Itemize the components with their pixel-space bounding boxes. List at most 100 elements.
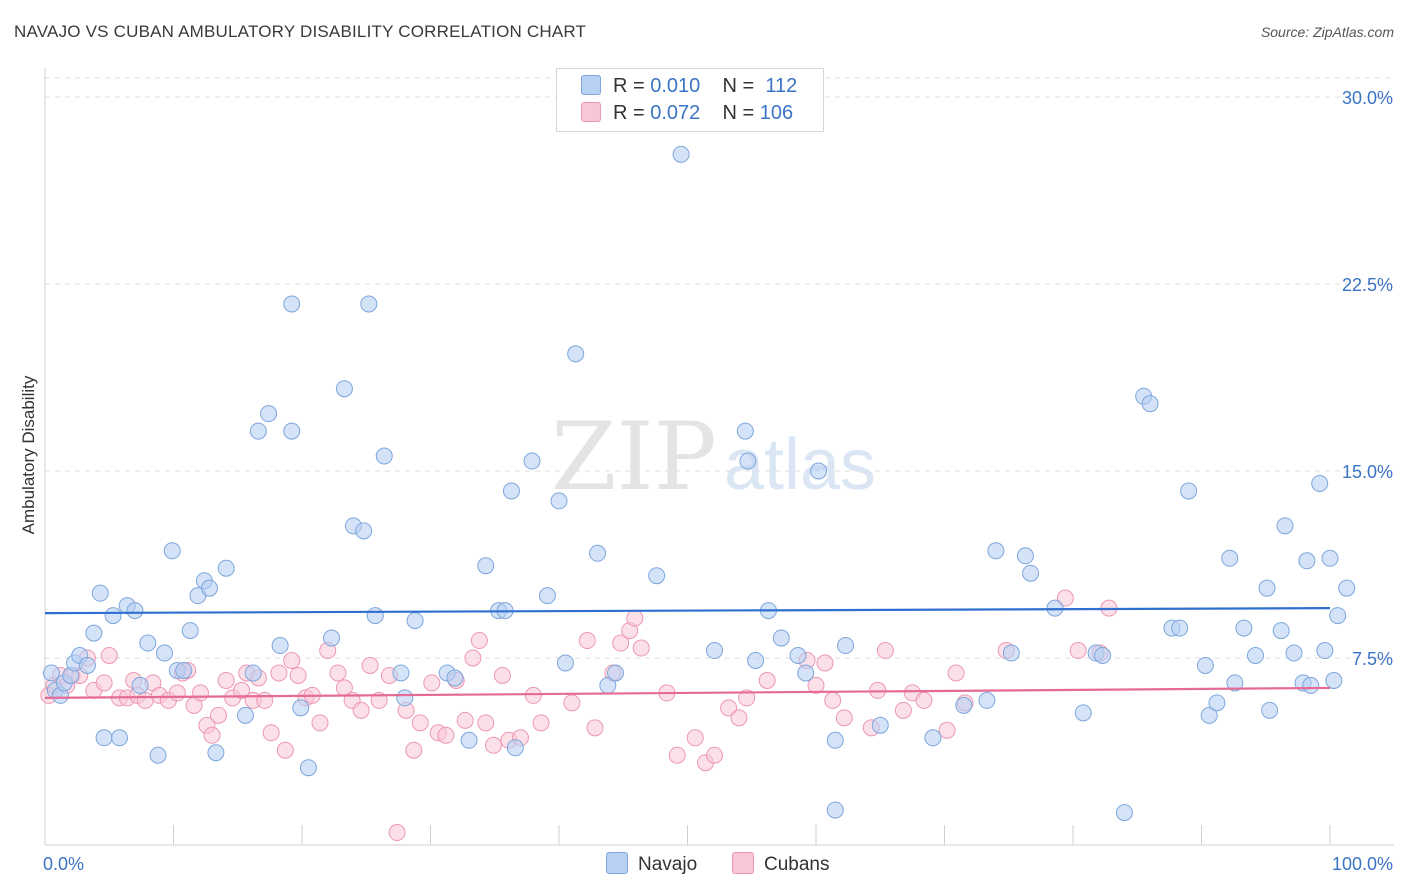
cubans-point — [411, 714, 429, 732]
navajo-point — [1141, 395, 1159, 413]
cubans-point — [524, 686, 542, 704]
trend-lines — [44, 607, 1331, 699]
cubans-point — [668, 746, 686, 764]
cubans-point — [233, 681, 251, 699]
navajo-point — [85, 624, 103, 642]
navajo-point — [323, 629, 341, 647]
navajo-point — [506, 739, 524, 757]
navajo-point — [672, 145, 690, 163]
cubans-point — [532, 714, 550, 732]
navajo-point — [1094, 647, 1112, 665]
navajo-point — [705, 642, 723, 660]
cubans-point — [456, 711, 474, 729]
x-tick-label-start: 0.0% — [43, 854, 84, 874]
y-tick-labels: 7.5% 15.0% 22.5% 30.0% — [1342, 88, 1393, 669]
navajo-point — [366, 607, 384, 625]
cubans-point — [626, 609, 644, 627]
cubans-point — [484, 736, 502, 754]
y-axis-label: Ambulatory Disability — [19, 375, 38, 534]
cubans-n-value: 106 — [759, 102, 794, 124]
cubans-point — [423, 674, 441, 692]
navajo-point — [1261, 701, 1279, 719]
cubans-point — [437, 726, 455, 744]
cubans-point — [352, 701, 370, 719]
cubans-point — [256, 691, 274, 709]
cubans-point — [464, 649, 482, 667]
cubans-point — [807, 676, 825, 694]
navajo-point — [826, 731, 844, 749]
navajo-point — [200, 579, 218, 597]
cubans-point — [168, 684, 186, 702]
cubans-point — [738, 689, 756, 707]
navajo-trend-line — [44, 607, 1331, 615]
navajo-point — [111, 729, 129, 747]
navajo-point — [1208, 694, 1226, 712]
navajo-point — [78, 656, 96, 674]
navajo-point — [91, 584, 109, 602]
source-label: Source: ZipAtlas.com — [1260, 24, 1394, 40]
watermark-zip: ZIP — [551, 403, 717, 512]
cubans-point — [835, 709, 853, 727]
navajo-point — [360, 295, 378, 313]
navajo-point — [1311, 474, 1329, 492]
y-tick-label: 7.5% — [1352, 649, 1393, 669]
y-tick-label: 30.0% — [1342, 88, 1393, 108]
cubans-point — [209, 706, 227, 724]
cubans-point — [276, 741, 294, 759]
legend-row-navajo: R = 0.010 N = 112 — [581, 75, 797, 97]
bottom-navajo-label: Navajo — [638, 854, 698, 875]
cubans-point — [578, 632, 596, 650]
cubans-r-label: R = — [613, 102, 645, 124]
navajo-point — [810, 462, 828, 480]
cubans-point — [938, 721, 956, 739]
navajo-point — [375, 447, 393, 465]
navajo-n-value: 112 — [765, 75, 798, 97]
bottom-cubans-swatch — [732, 852, 754, 874]
navajo-point — [244, 664, 262, 682]
cubans-point — [405, 741, 423, 759]
navajo-point — [1002, 644, 1020, 662]
cubans-point — [493, 666, 511, 684]
navajo-point — [789, 647, 807, 665]
navajo-points — [42, 145, 1356, 822]
navajo-point — [396, 689, 414, 707]
navajo-point — [1180, 482, 1198, 500]
navajo-point — [747, 651, 765, 669]
navajo-point — [1221, 549, 1239, 567]
navajo-point — [1285, 644, 1303, 662]
navajo-point — [538, 587, 556, 605]
navajo-point — [736, 422, 754, 440]
navajo-point — [335, 380, 353, 398]
navajo-point — [217, 559, 235, 577]
navajo-point — [1016, 547, 1034, 565]
navajo-point — [126, 602, 144, 620]
navajo-point — [1302, 676, 1320, 694]
navajo-point — [955, 696, 973, 714]
cubans-point — [563, 694, 581, 712]
navajo-point — [1325, 671, 1343, 689]
navajo-point — [1338, 579, 1356, 597]
y-tick-label: 15.0% — [1342, 462, 1393, 482]
cubans-point — [329, 664, 347, 682]
cubans-r-value: 0.072 — [650, 102, 701, 124]
bottom-cubans-label: Cubans — [764, 854, 830, 875]
cubans-point — [705, 746, 723, 764]
navajo-point — [163, 542, 181, 560]
navajo-point — [1272, 622, 1290, 640]
cubans-point — [915, 691, 933, 709]
cubans-point — [388, 824, 406, 842]
cubans-point — [477, 714, 495, 732]
navajo-point — [1235, 619, 1253, 637]
cubans-point — [816, 654, 834, 672]
x-tick-labels: 0.0% 100.0% — [43, 854, 1393, 874]
navajo-point — [1276, 517, 1294, 535]
cubans-point — [270, 664, 288, 682]
correlation-legend: R = 0.010 N = 112 R = 0.072 N = 106 — [556, 68, 824, 132]
cubans-point — [586, 719, 604, 737]
navajo-point — [648, 567, 666, 585]
navajo-point — [156, 644, 174, 662]
navajo-point — [772, 629, 790, 647]
cubans-point — [191, 684, 209, 702]
navajo-point — [837, 637, 855, 655]
grid-lines — [45, 77, 1394, 659]
